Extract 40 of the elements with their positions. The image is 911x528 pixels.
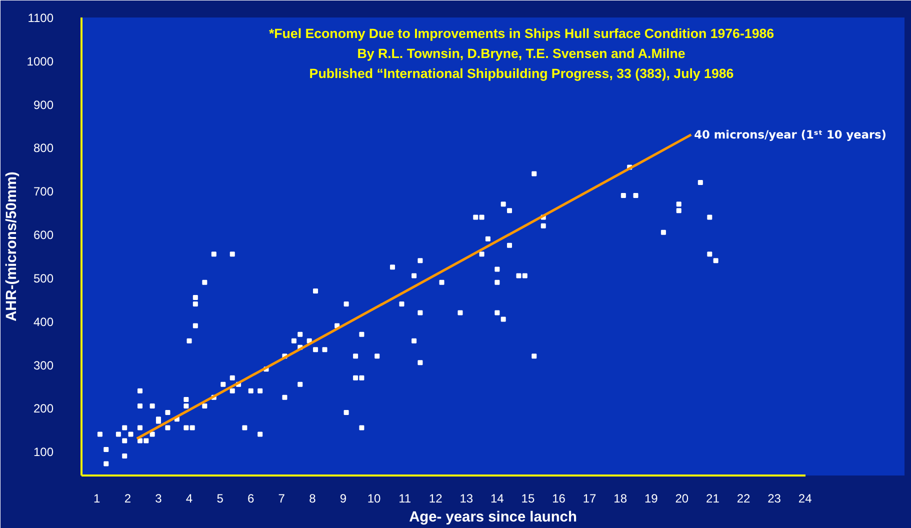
x-tick-label: 13 <box>460 492 474 506</box>
x-tick-label: 10 <box>367 492 382 506</box>
y-tick-label: 700 <box>33 184 54 199</box>
text: By R.L. Townsin, D.Bryne, T.E. Svensen and A.Milne Published “International Shipbuilding Progress, 33 (383), July 1986 <box>309 46 734 81</box>
x-tick-label: 4 <box>186 492 193 506</box>
y-tick-label: 1000 <box>26 54 54 68</box>
x-tick-label: 7 <box>278 492 286 506</box>
x-tick-label: 8 <box>309 492 316 506</box>
x-tick-label: 9 <box>340 492 347 506</box>
x-tick-label: 21 <box>706 492 720 506</box>
y-tick-label: 600 <box>33 228 54 242</box>
x-tick-label: 12 <box>428 492 443 506</box>
y-tick-label: 900 <box>33 98 54 112</box>
annotation: 40 microns/year (1ˢᵗ 10 years) <box>694 128 886 142</box>
text: *Fuel Economy Due to Improvements in Ships Hull surface Condition 1976-1986 <box>268 26 774 41</box>
x-tick-label: 23 <box>768 492 782 506</box>
x-tick-label: 15 <box>521 492 535 506</box>
x-tick-label: 18 <box>614 492 628 506</box>
x-tick-label: 20 <box>675 492 689 506</box>
y-tick-label: 300 <box>33 358 54 372</box>
x-tick-label: 22 <box>736 492 751 506</box>
x-tick-label: 14 <box>490 492 504 506</box>
x-tick-label: 11 <box>398 492 412 506</box>
y-tick-label: 800 <box>33 141 54 156</box>
x-tick-label: 5 <box>216 492 224 506</box>
x-tick-label: 17 <box>582 492 597 506</box>
x-tick-label: 19 <box>644 492 658 506</box>
y-tick-label: 200 <box>33 402 54 416</box>
x-axis-title: Age- years since launch <box>409 510 577 526</box>
y-tick-label: 400 <box>33 314 54 329</box>
y-tick-label: 1100 <box>28 11 54 25</box>
x-tick-label: 1 <box>94 492 101 506</box>
x-tick-label: 2 <box>124 492 132 506</box>
y-tick-label: 100 <box>33 445 54 460</box>
y-tick-label: 500 <box>33 271 54 286</box>
y-axis-title: AHR-(microns/50mm) <box>4 171 20 322</box>
x-tick-label: 3 <box>155 492 162 506</box>
x-tick-label: 6 <box>248 492 255 506</box>
x-tick-label: 16 <box>552 492 566 506</box>
x-tick-label: 24 <box>798 492 812 506</box>
